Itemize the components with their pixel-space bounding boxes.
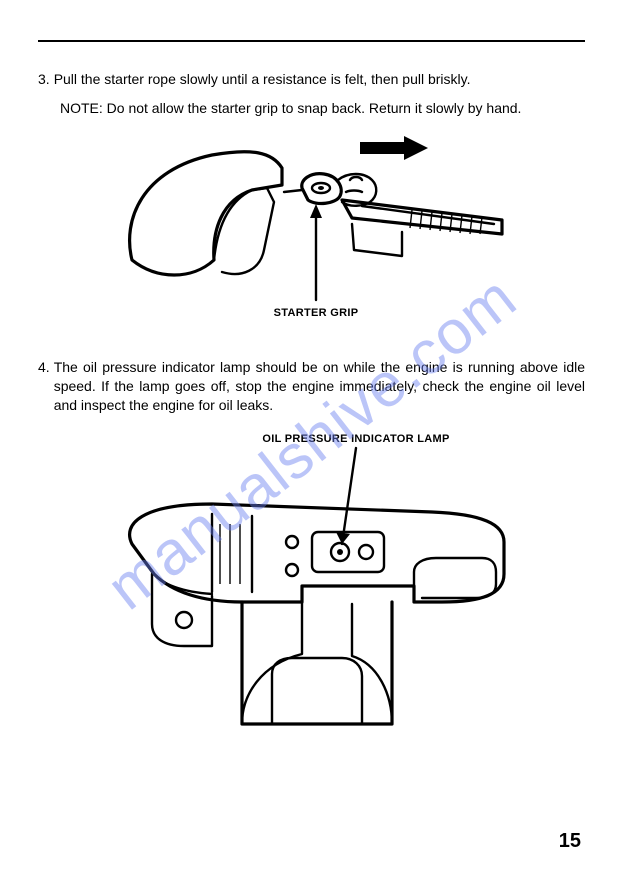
- note-block: NOTE: Do not allow the starter grip to s…: [60, 99, 585, 118]
- note-body: Do not allow the starter grip to snap ba…: [107, 100, 522, 116]
- step-3-number: 3.: [38, 70, 50, 89]
- step-4-number: 4.: [38, 358, 50, 377]
- step-4: 4. The oil pressure indicator lamp shoul…: [38, 358, 585, 415]
- top-rule: [38, 40, 585, 42]
- oil-lamp-illustration: OIL PRESSURE INDICATOR LAMP: [92, 424, 532, 744]
- figure-2: OIL PRESSURE INDICATOR LAMP: [38, 424, 585, 744]
- step-4-text: The oil pressure indicator lamp should b…: [54, 358, 585, 415]
- step-3: 3. Pull the starter rope slowly until a …: [38, 70, 585, 89]
- note-prefix: NOTE:: [60, 100, 103, 116]
- figure-2-label: OIL PRESSURE INDICATOR LAMP: [262, 433, 449, 445]
- page-number: 15: [559, 830, 581, 853]
- figure-1: STARTER GRIP: [38, 130, 585, 340]
- figure-1-label: STARTER GRIP: [273, 307, 358, 319]
- manual-page: 3. Pull the starter rope slowly until a …: [0, 0, 623, 885]
- starter-grip-illustration: STARTER GRIP: [102, 130, 522, 340]
- step-3-text: Pull the starter rope slowly until a res…: [54, 70, 585, 89]
